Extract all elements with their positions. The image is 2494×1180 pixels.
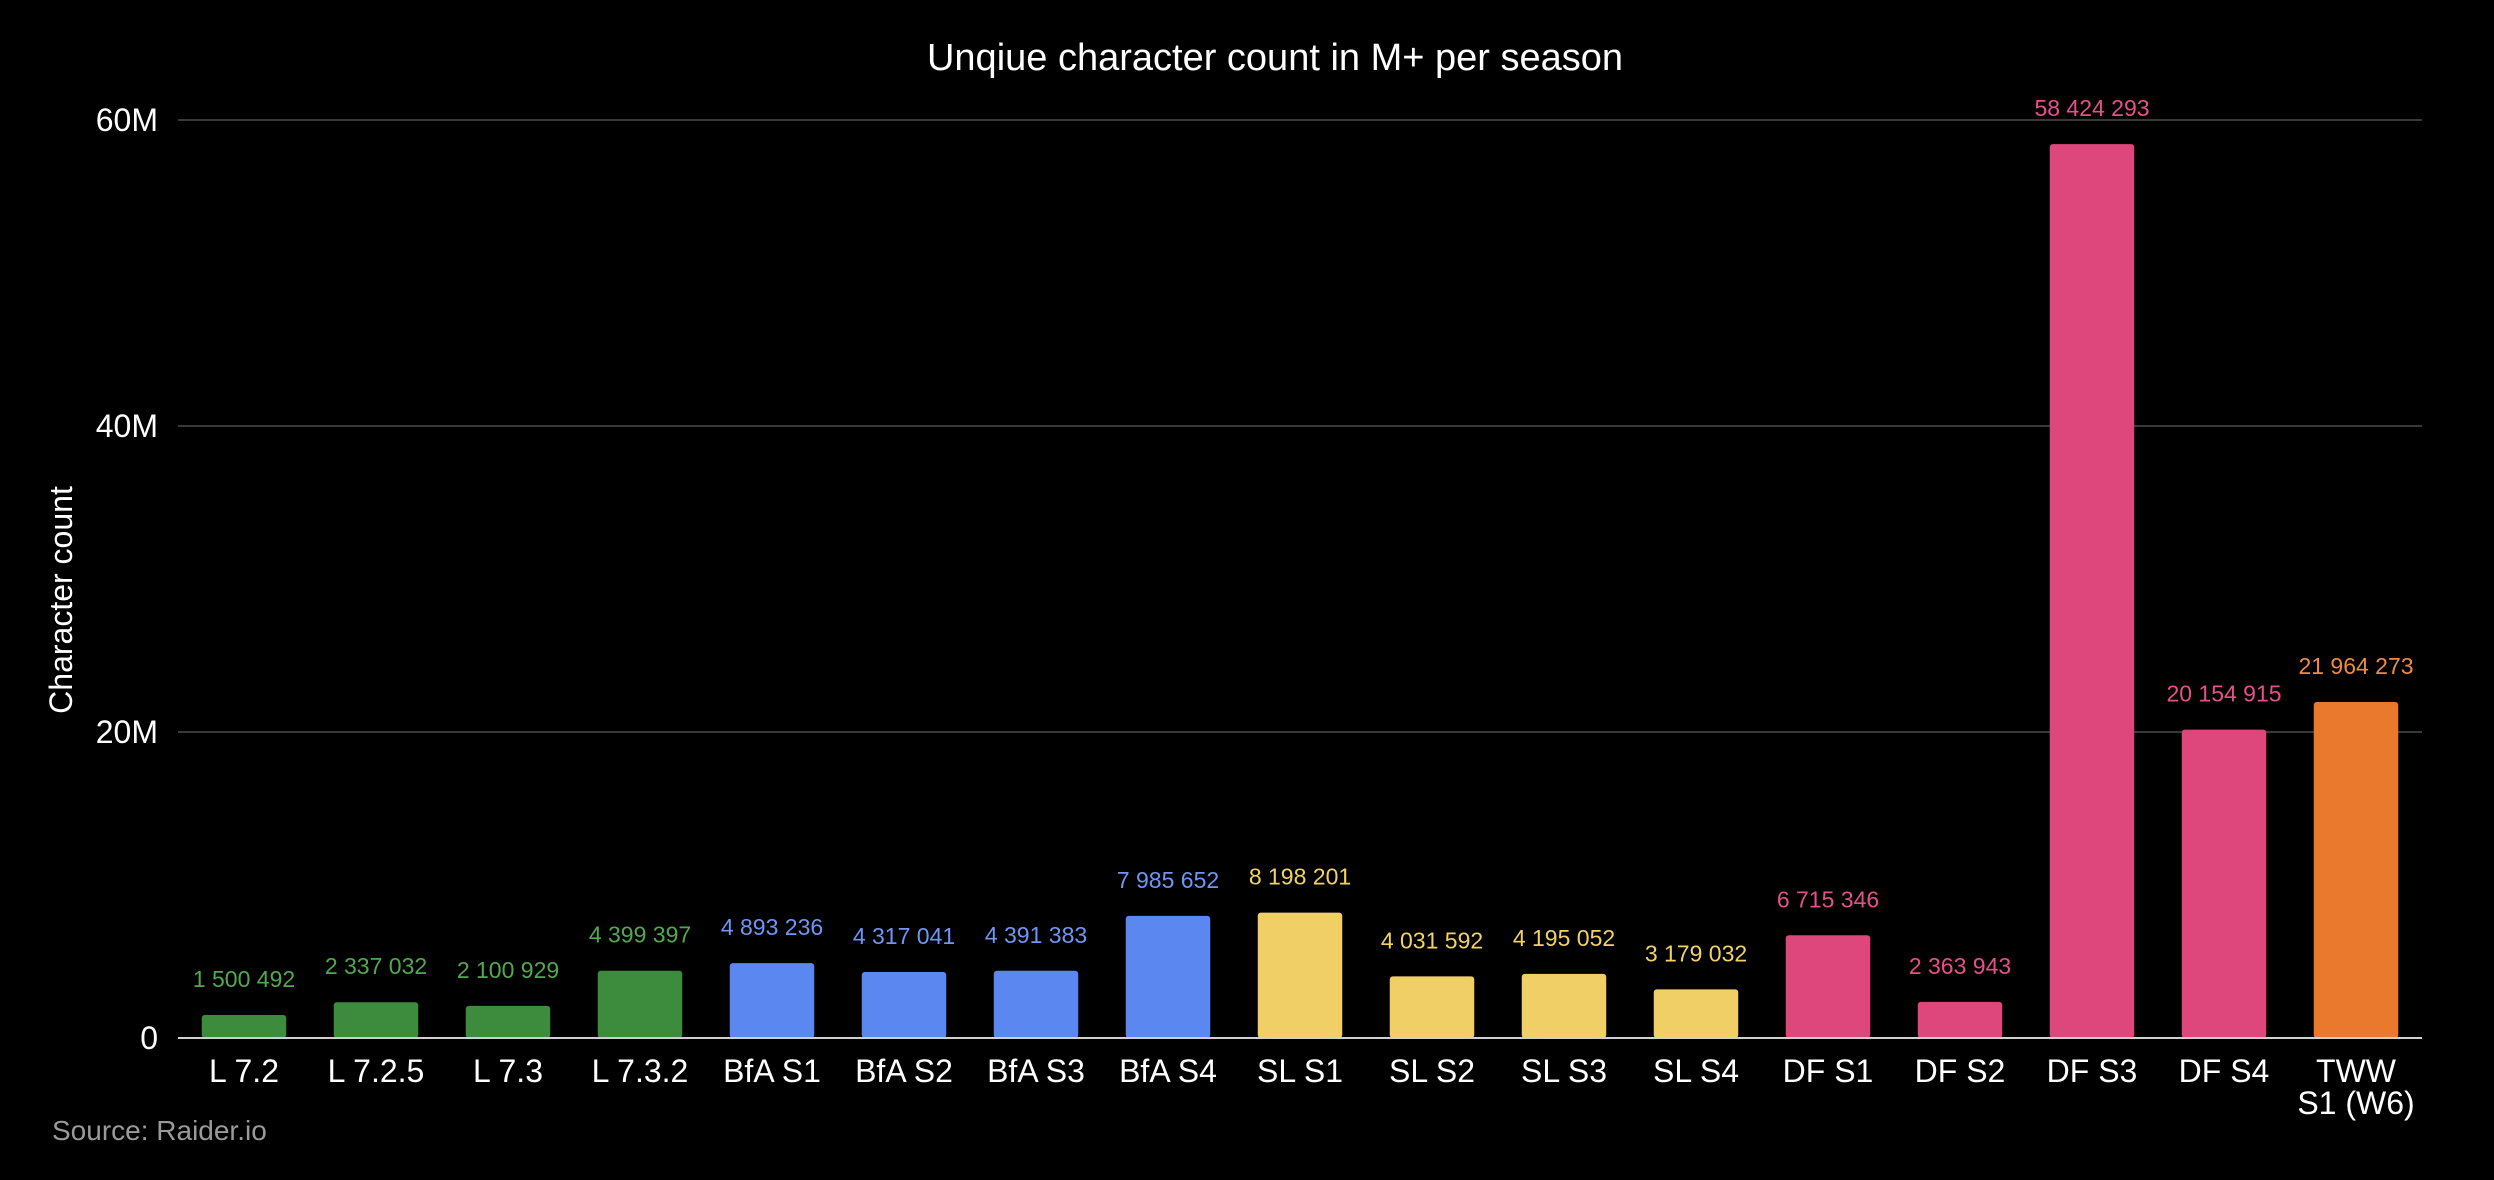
x-tick-label: BfA S3 — [987, 1053, 1085, 1089]
bar — [1917, 1001, 2003, 1038]
data-label: 4 893 236 — [721, 914, 823, 940]
data-label: 1 500 492 — [193, 966, 295, 992]
y-axis-ticks: 0 20M 40M 60M — [96, 102, 158, 1056]
bars — [201, 144, 2399, 1038]
bar — [465, 1005, 551, 1038]
chart-title: Unqiue character count in M+ per season — [927, 37, 1623, 79]
data-labels: 1 500 492 2 337 032 2 100 929 4 399 397 4 89… — [193, 95, 2414, 992]
x-tick-label: S1 (W6) — [2297, 1085, 2414, 1121]
bar — [2313, 701, 2399, 1038]
y-tick-label: 0 — [140, 1020, 158, 1056]
x-tick-label: TWW — [2316, 1053, 2397, 1089]
data-label: 3 179 032 — [1645, 940, 1747, 966]
bar — [2181, 729, 2267, 1038]
data-label: 4 195 052 — [1513, 925, 1615, 951]
bar — [1521, 973, 1607, 1038]
data-label: 21 964 273 — [2298, 653, 2413, 679]
bar — [333, 1002, 419, 1038]
x-tick-label: L 7.3 — [473, 1053, 543, 1089]
data-label: 6 715 346 — [1777, 886, 1879, 912]
bar — [993, 970, 1079, 1038]
y-tick-label: 60M — [96, 102, 158, 138]
x-tick-label: DF S3 — [2047, 1053, 2138, 1089]
x-tick-label: DF S2 — [1915, 1053, 2006, 1089]
data-label: 4 391 383 — [985, 922, 1087, 948]
data-label: 4 031 592 — [1381, 927, 1483, 953]
data-label: 20 154 915 — [2166, 681, 2281, 707]
data-label: 58 424 293 — [2034, 95, 2149, 121]
x-tick-label: SL S4 — [1653, 1053, 1739, 1089]
bar — [597, 970, 683, 1038]
bar — [2049, 144, 2135, 1038]
bar — [1785, 935, 1871, 1038]
data-label: 4 317 041 — [853, 923, 955, 949]
x-tick-label: DF S4 — [2179, 1053, 2270, 1089]
x-tick-label: SL S2 — [1389, 1053, 1475, 1089]
data-label: 4 399 397 — [589, 922, 691, 948]
x-tick-label: BfA S4 — [1119, 1053, 1217, 1089]
data-label: 2 337 032 — [325, 953, 427, 979]
y-axis-label: Character count — [43, 486, 79, 714]
data-label: 2 100 929 — [457, 957, 559, 983]
x-tick-label: L 7.2 — [209, 1053, 279, 1089]
y-tick-label: 20M — [96, 714, 158, 750]
x-tick-label: SL S1 — [1257, 1053, 1343, 1089]
x-tick-label: L 7.3.2 — [592, 1053, 689, 1089]
bar — [861, 971, 947, 1038]
x-tick-label: BfA S2 — [855, 1053, 953, 1089]
x-tick-label: L 7.2.5 — [328, 1053, 425, 1089]
bar — [1125, 915, 1211, 1038]
x-tick-label: DF S1 — [1783, 1053, 1874, 1089]
source-note: Source: Raider.io — [52, 1115, 267, 1146]
x-tick-label: BfA S1 — [723, 1053, 821, 1089]
data-label: 2 363 943 — [1909, 953, 2011, 979]
bar — [1257, 912, 1343, 1038]
x-axis-ticks: L 7.2 L 7.2.5 L 7.3 L 7.3.2 BfA S1 BfA S2 BfA … — [209, 1053, 2415, 1121]
data-label: 7 985 652 — [1117, 867, 1219, 893]
y-tick-label: 40M — [96, 408, 158, 444]
bar — [1653, 989, 1739, 1038]
bar — [1389, 976, 1475, 1038]
data-label: 8 198 201 — [1249, 864, 1351, 890]
bar — [729, 963, 815, 1038]
x-tick-label: SL S3 — [1521, 1053, 1607, 1089]
bar — [201, 1015, 287, 1038]
gridlines — [178, 119, 2422, 733]
